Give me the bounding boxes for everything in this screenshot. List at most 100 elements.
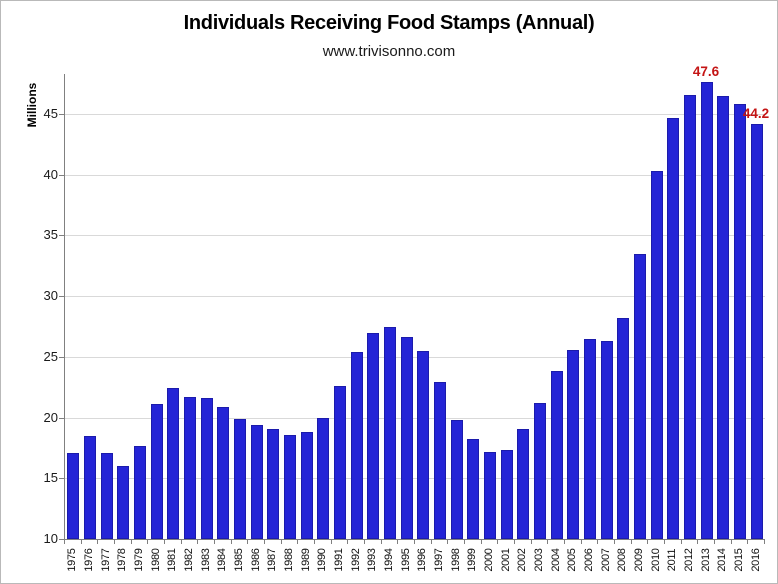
x-axis-tick xyxy=(581,540,582,544)
bar-1980 xyxy=(151,404,163,539)
bar-1979 xyxy=(134,446,146,539)
y-axis-tick-label: 10 xyxy=(43,531,58,546)
y-axis-tick xyxy=(59,418,64,419)
bar-1987 xyxy=(267,429,279,539)
x-axis-label-1983: 1983 xyxy=(200,548,212,572)
y-axis-tick xyxy=(59,175,64,176)
x-axis-label-1996: 1996 xyxy=(416,548,428,572)
x-axis-label-2013: 2013 xyxy=(700,548,712,572)
x-axis-tick xyxy=(264,540,265,544)
x-axis-tick xyxy=(447,540,448,544)
x-axis-tick xyxy=(131,540,132,544)
y-axis-tick-label: 15 xyxy=(43,470,58,485)
x-axis-label-2006: 2006 xyxy=(583,548,595,572)
x-axis-tick xyxy=(97,540,98,544)
x-axis-tick xyxy=(314,540,315,544)
x-axis-tick xyxy=(297,540,298,544)
x-axis-tick xyxy=(664,540,665,544)
x-axis-tick xyxy=(547,540,548,544)
x-axis-label-1999: 1999 xyxy=(466,548,478,572)
chart-subtitle: www.trivisonno.com xyxy=(322,43,456,60)
x-axis-label-1998: 1998 xyxy=(450,548,462,572)
x-axis-tick xyxy=(614,540,615,544)
bar-1995 xyxy=(401,337,413,539)
x-axis-label-2016: 2016 xyxy=(750,548,762,572)
x-axis-tick xyxy=(647,540,648,544)
x-axis-label-1987: 1987 xyxy=(266,548,278,572)
x-axis-label-2009: 2009 xyxy=(633,548,645,572)
x-axis-tick xyxy=(481,540,482,544)
x-axis-label-1992: 1992 xyxy=(350,548,362,572)
bar-2001 xyxy=(501,450,513,539)
x-axis-tick xyxy=(181,540,182,544)
bar-2013 xyxy=(701,82,713,539)
x-axis-label-1979: 1979 xyxy=(133,548,145,572)
bar-1990 xyxy=(317,418,329,539)
data-label-2013: 47.6 xyxy=(692,64,720,79)
x-axis-label-1995: 1995 xyxy=(400,548,412,572)
bar-1977 xyxy=(101,453,113,539)
x-axis-label-1994: 1994 xyxy=(383,548,395,572)
x-axis-tick xyxy=(414,540,415,544)
plot-area xyxy=(64,74,765,540)
x-axis-label-1985: 1985 xyxy=(233,548,245,572)
x-axis-label-1997: 1997 xyxy=(433,548,445,572)
bar-1989 xyxy=(301,432,313,539)
y-axis-tick-label: 20 xyxy=(43,410,58,425)
x-axis-label-1984: 1984 xyxy=(216,548,228,572)
x-axis-label-1991: 1991 xyxy=(333,548,345,572)
gridline xyxy=(65,478,765,479)
bar-1994 xyxy=(384,327,396,539)
x-axis-tick xyxy=(114,540,115,544)
x-axis-tick xyxy=(364,540,365,544)
x-axis-label-2005: 2005 xyxy=(566,548,578,572)
x-axis-label-2012: 2012 xyxy=(683,548,695,572)
x-axis-tick xyxy=(381,540,382,544)
gridline xyxy=(65,357,765,358)
x-axis-tick xyxy=(697,540,698,544)
bar-1988 xyxy=(284,435,296,539)
gridline xyxy=(65,175,765,176)
x-axis-label-2010: 2010 xyxy=(650,548,662,572)
x-axis-tick xyxy=(731,540,732,544)
y-axis-tick-label: 40 xyxy=(43,167,58,182)
x-axis-label-1989: 1989 xyxy=(300,548,312,572)
bar-1998 xyxy=(451,420,463,539)
bar-2002 xyxy=(517,429,529,539)
bar-2012 xyxy=(684,95,696,539)
gridline xyxy=(65,114,765,115)
bar-1999 xyxy=(467,439,479,539)
x-axis-tick xyxy=(531,540,532,544)
x-axis-label-1990: 1990 xyxy=(316,548,328,572)
y-axis-tick-label: 35 xyxy=(43,227,58,242)
chart-title: Individuals Receiving Food Stamps (Annua… xyxy=(183,12,595,34)
x-axis-label-2014: 2014 xyxy=(716,548,728,572)
x-axis-tick xyxy=(64,540,65,544)
bar-1993 xyxy=(367,333,379,539)
bar-2003 xyxy=(534,403,546,539)
bar-1981 xyxy=(167,388,179,539)
x-axis-tick xyxy=(747,540,748,544)
x-axis-tick xyxy=(81,540,82,544)
x-axis-tick xyxy=(681,540,682,544)
x-axis-label-2008: 2008 xyxy=(616,548,628,572)
x-axis-label-1988: 1988 xyxy=(283,548,295,572)
bar-1996 xyxy=(417,351,429,539)
x-axis-label-1977: 1977 xyxy=(100,548,112,572)
x-axis-tick xyxy=(331,540,332,544)
x-axis-tick xyxy=(714,540,715,544)
x-axis-label-2007: 2007 xyxy=(600,548,612,572)
bar-1983 xyxy=(201,398,213,539)
x-axis-tick xyxy=(231,540,232,544)
x-axis-label-1978: 1978 xyxy=(116,548,128,572)
bar-2000 xyxy=(484,452,496,539)
x-axis-label-1993: 1993 xyxy=(366,548,378,572)
x-axis-label-1986: 1986 xyxy=(250,548,262,572)
x-axis-tick xyxy=(197,540,198,544)
y-axis-tick xyxy=(59,114,64,115)
bar-2015 xyxy=(734,104,746,539)
x-axis-tick xyxy=(464,540,465,544)
bar-2009 xyxy=(634,254,646,539)
bar-2014 xyxy=(717,96,729,539)
